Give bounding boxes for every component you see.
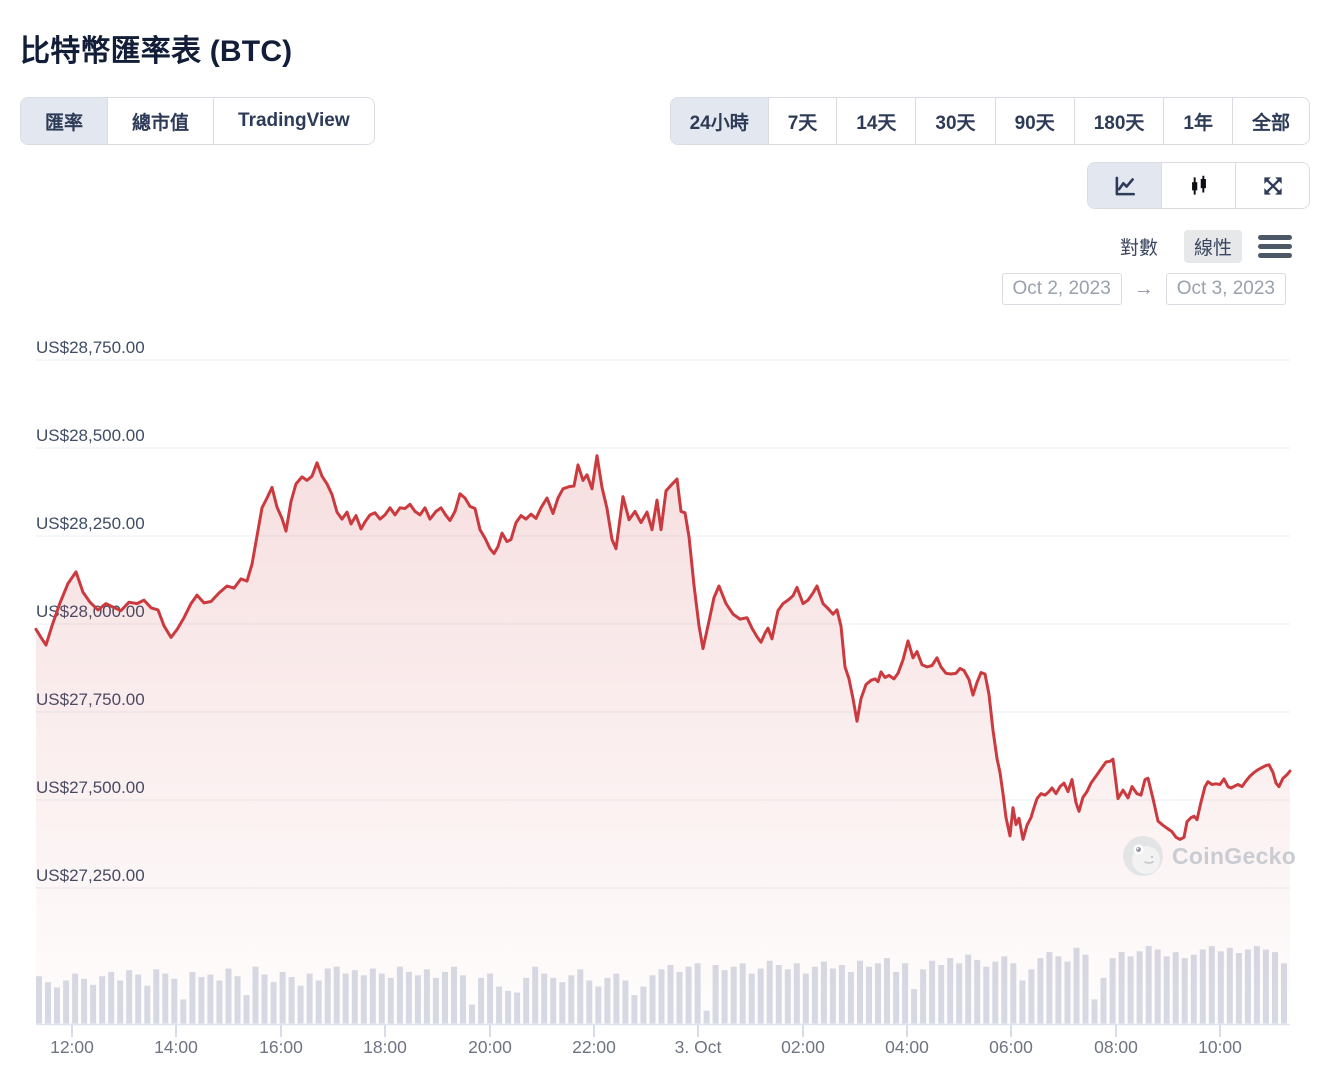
x-axis-label: 18:00	[363, 1037, 407, 1057]
candlestick-icon	[1191, 175, 1206, 195]
candlestick-chart-button[interactable]	[1162, 163, 1236, 208]
fullscreen-icon	[1263, 176, 1282, 195]
view-tab-group: 匯率 總市值 TradingView	[20, 97, 375, 145]
x-axis-label: 22:00	[572, 1037, 616, 1057]
range-24h[interactable]: 24小時	[670, 98, 769, 144]
x-axis-label: 12:00	[50, 1037, 94, 1057]
date-range-picker: Oct 2, 2023 → Oct 3, 2023	[1001, 272, 1286, 306]
watermark-label: CoinGecko	[1172, 842, 1297, 869]
x-axis-label: 16:00	[259, 1037, 303, 1057]
tab-tradingview[interactable]: TradingView	[214, 98, 374, 144]
range-7d[interactable]: 7天	[768, 98, 838, 144]
chart-type-toggle	[1087, 162, 1310, 209]
y-axis-label: US$28,500.00	[36, 426, 145, 445]
x-axis-label: 08:00	[1094, 1037, 1138, 1057]
coingecko-logo-icon	[1123, 836, 1163, 876]
scale-toggle: 對數 線性	[1110, 229, 1292, 263]
price-line	[34, 454, 1292, 841]
fullscreen-button[interactable]	[1236, 163, 1309, 208]
price-series	[34, 454, 1292, 1024]
axes: 12:00 14:00 16:00 18:00 20:00 22:00 3. Oct 02:0…	[36, 1023, 1290, 1057]
hamburger-menu-icon[interactable]	[1258, 233, 1292, 260]
range-90d[interactable]: 90天	[995, 98, 1075, 144]
price-area-fill	[36, 455, 1290, 1024]
x-axis-label: 3. Oct	[675, 1037, 722, 1057]
range-30d[interactable]: 30天	[916, 98, 996, 144]
scale-log-option[interactable]: 對數	[1119, 237, 1158, 259]
range-all[interactable]: 全部	[1232, 98, 1309, 144]
page-title: 比特幣匯率表 (BTC)	[20, 35, 293, 68]
range-1y[interactable]: 1年	[1164, 98, 1233, 144]
tab-market-cap[interactable]: 總市值	[108, 98, 215, 144]
x-axis-label: 06:00	[989, 1037, 1033, 1057]
tab-exchange-rate[interactable]: 匯率	[21, 98, 109, 144]
x-axis-label: 02:00	[781, 1037, 825, 1057]
line-chart-button[interactable]	[1088, 163, 1162, 208]
y-axis-label: US$28,250.00	[36, 514, 145, 533]
y-axis-label: US$28,750.00	[36, 338, 145, 357]
range-180d[interactable]: 180天	[1074, 98, 1165, 144]
x-axis-label: 14:00	[154, 1037, 198, 1057]
scale-linear-option[interactable]: 線性	[1183, 229, 1242, 263]
start-date-input[interactable]: Oct 2, 2023	[1001, 273, 1122, 305]
x-axis-label: 20:00	[468, 1037, 512, 1057]
range-14d[interactable]: 14天	[837, 98, 917, 144]
time-range-group: 24小時 7天 14天 30天 90天 180天 1年 全部	[669, 97, 1310, 145]
end-date-input[interactable]: Oct 3, 2023	[1165, 273, 1286, 305]
arrow-right-icon: →	[1133, 277, 1154, 300]
line-chart-icon	[1115, 176, 1135, 195]
coingecko-watermark: CoinGecko	[1122, 835, 1296, 877]
x-axis-label: 10:00	[1198, 1037, 1242, 1057]
x-axis-label: 04:00	[885, 1037, 929, 1057]
